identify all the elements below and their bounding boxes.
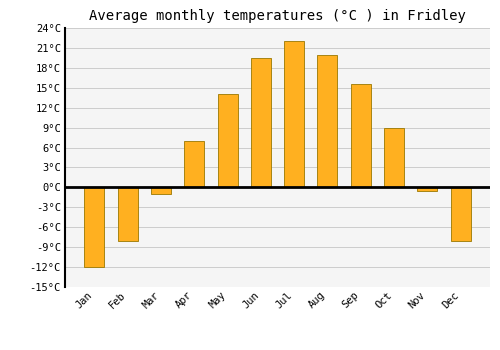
Bar: [218, 94, 238, 187]
Bar: [184, 141, 204, 187]
Title: Average monthly temperatures (°C ) in Fridley: Average monthly temperatures (°C ) in Fr…: [89, 9, 466, 23]
Bar: [384, 128, 404, 187]
Bar: [251, 58, 271, 187]
Bar: [151, 187, 171, 194]
Bar: [318, 55, 338, 187]
Bar: [84, 187, 104, 267]
Bar: [118, 187, 138, 240]
Bar: [418, 187, 438, 191]
Bar: [351, 84, 371, 187]
Bar: [284, 41, 304, 187]
Bar: [450, 187, 470, 240]
